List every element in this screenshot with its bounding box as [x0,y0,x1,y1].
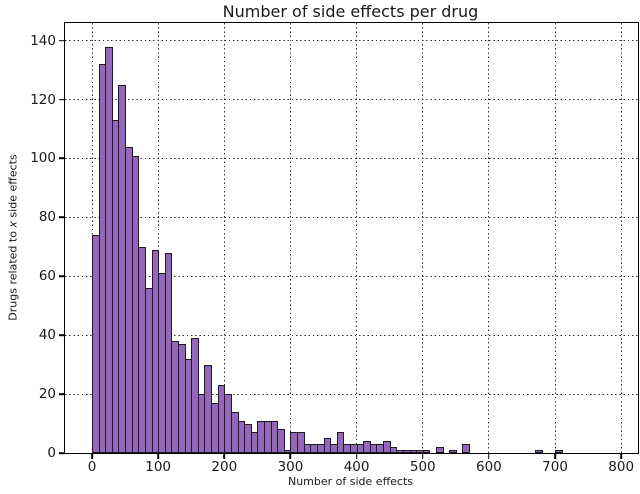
y-tick-label: 120 [30,91,56,108]
y-tick-label: 80 [38,209,56,226]
y-tick-mark [59,452,65,454]
y-axis-label: Drugs related to x side effects [7,123,20,353]
y-gridline [65,275,638,277]
y-tick-label: 60 [38,268,56,285]
x-tick-label: 200 [211,459,238,475]
y-tick-mark [59,393,65,395]
y-gridline [65,393,638,395]
x-tick-mark [289,453,292,459]
y-gridline [65,99,638,101]
x-tick-mark [488,453,490,459]
histogram-bar [449,450,457,453]
histogram-bar [297,432,305,453]
x-tick-mark [91,453,93,459]
x-tick-label: 800 [608,459,635,475]
x-tick-mark [223,453,226,459]
y-tick-label: 40 [38,327,56,344]
x-gridline [289,23,291,453]
x-gridline [488,23,490,453]
y-tick-label: 140 [30,32,56,49]
histogram-bar [435,447,444,453]
histogram-bar [383,441,391,453]
y-gridline [65,216,638,218]
y-gridline [65,334,638,336]
x-gridline [157,23,159,453]
x-tick-label: 700 [542,459,568,475]
y-axis-label-suffix: side effects [6,154,20,222]
x-tick-mark [355,453,358,459]
x-tick-label: 0 [87,459,97,475]
y-tick-mark [59,275,65,278]
x-tick-mark [157,453,159,459]
y-tick-mark [59,98,65,101]
histogram-bar [336,432,345,453]
x-gridline [223,23,225,453]
histogram-bar [535,450,543,453]
x-tick-label: 600 [476,459,502,475]
x-tick-mark [620,453,622,459]
x-gridline [620,23,622,453]
y-tick-mark [59,157,65,160]
chart-title: Number of side effects per drug [222,2,479,21]
y-gridline [65,40,638,42]
x-tick-label: 500 [409,459,436,475]
y-tick-label: 100 [30,150,56,167]
y-tick-mark [59,216,65,219]
y-tick-label: 20 [38,386,56,403]
y-tick-mark [59,334,65,336]
x-gridline [356,23,358,453]
x-gridline [422,23,424,453]
x-axis-label: Number of side effects [287,475,414,488]
x-tick-mark [554,453,556,459]
y-tick-label: 0 [47,445,56,461]
x-tick-label: 100 [145,459,172,475]
histogram-bar [462,444,471,453]
x-gridline [554,23,556,453]
y-gridline [65,157,638,159]
y-axis-label-x: x [6,221,20,228]
histogram-bar [422,450,431,453]
histogram-bar [555,450,563,453]
x-tick-label: 300 [277,459,304,475]
histogram-bar [277,429,285,453]
x-tick-mark [421,453,424,459]
x-tick-label: 400 [343,459,370,475]
plot-area: 0 20 40 60 80 100 120 140 0 100 200 300 400 500 600 700… [30,22,639,475]
y-axis-label-prefix: Drugs related to [6,227,20,321]
y-tick-mark [59,39,65,42]
